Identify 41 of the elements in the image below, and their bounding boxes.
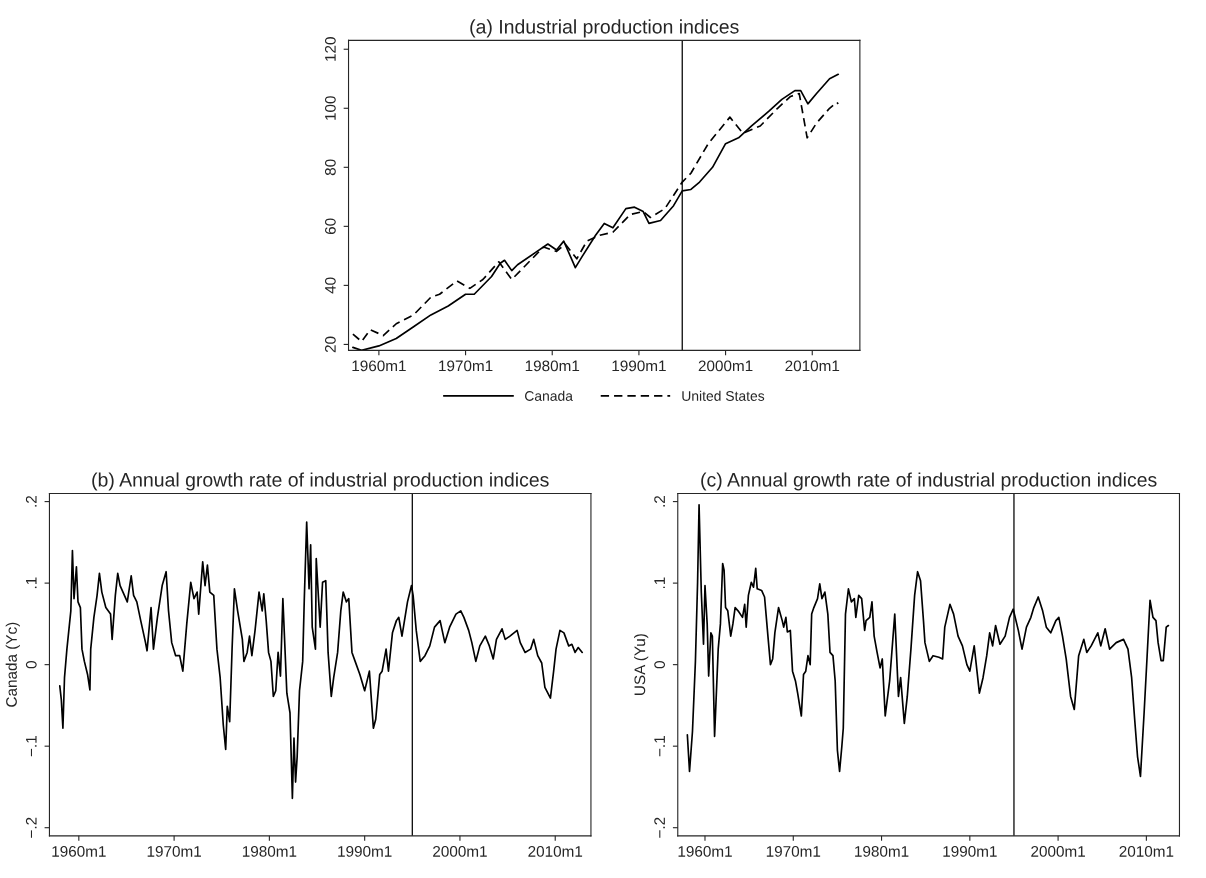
y-tick-label: .1 [654, 577, 665, 589]
y-tick-label: 40 [324, 277, 336, 294]
x-tick-label: 1970m1 [147, 845, 201, 857]
x-tick-label: 2010m1 [528, 845, 583, 857]
chart-title: (c) Annual growth rate of industrial production indices [701, 472, 1157, 491]
x-tick-label: 1970m1 [439, 360, 493, 372]
x-tick-label: 2000m1 [1031, 845, 1085, 857]
x-tick-label: 1970m1 [766, 845, 821, 857]
y-tick-label: 0 [654, 660, 666, 669]
y-tick-label: 20 [324, 336, 336, 353]
y-tick-label: .2 [654, 495, 665, 507]
x-tick-label: 2000m1 [698, 360, 753, 372]
x-tick-label: 1990m1 [338, 845, 392, 857]
y-tick-label: −.2 [654, 817, 665, 838]
legend-label: United States [682, 390, 765, 401]
x-tick-label: 1980m1 [855, 845, 909, 857]
x-tick-label: 2010m1 [785, 360, 840, 372]
y-tick-label: 60 [324, 218, 336, 235]
chart-title: (b) Annual growth rate of industrial production indices [92, 472, 549, 491]
x-tick-label: 1960m1 [52, 845, 106, 857]
y-tick-label: 100 [324, 96, 336, 120]
legend-label: Canada [525, 390, 573, 401]
x-tick-label: 1960m1 [352, 360, 406, 372]
x-tick-label: 2010m1 [1119, 845, 1174, 857]
y-tick-label: −.2 [25, 817, 37, 838]
y-axis-title: Canada (Yc) [5, 622, 20, 707]
y-tick-label: 120 [324, 37, 336, 61]
chart-title: (a) Industrial production indices [470, 19, 739, 38]
x-tick-label: 1980m1 [242, 845, 297, 857]
x-tick-label: 1990m1 [943, 845, 997, 857]
y-tick-label: 80 [324, 159, 336, 176]
x-tick-label: 1990m1 [612, 360, 666, 372]
x-tick-label: 2000m1 [433, 845, 487, 857]
x-tick-label: 1960m1 [678, 845, 732, 857]
y-tick-label: .1 [26, 577, 37, 589]
y-tick-label: −.1 [26, 736, 37, 757]
x-tick-label: 1980m1 [525, 360, 580, 372]
y-axis-title: USA (Yu) [634, 634, 649, 695]
y-tick-label: 0 [25, 660, 37, 669]
y-tick-label: −.1 [654, 736, 665, 757]
y-tick-label: .2 [25, 495, 37, 507]
